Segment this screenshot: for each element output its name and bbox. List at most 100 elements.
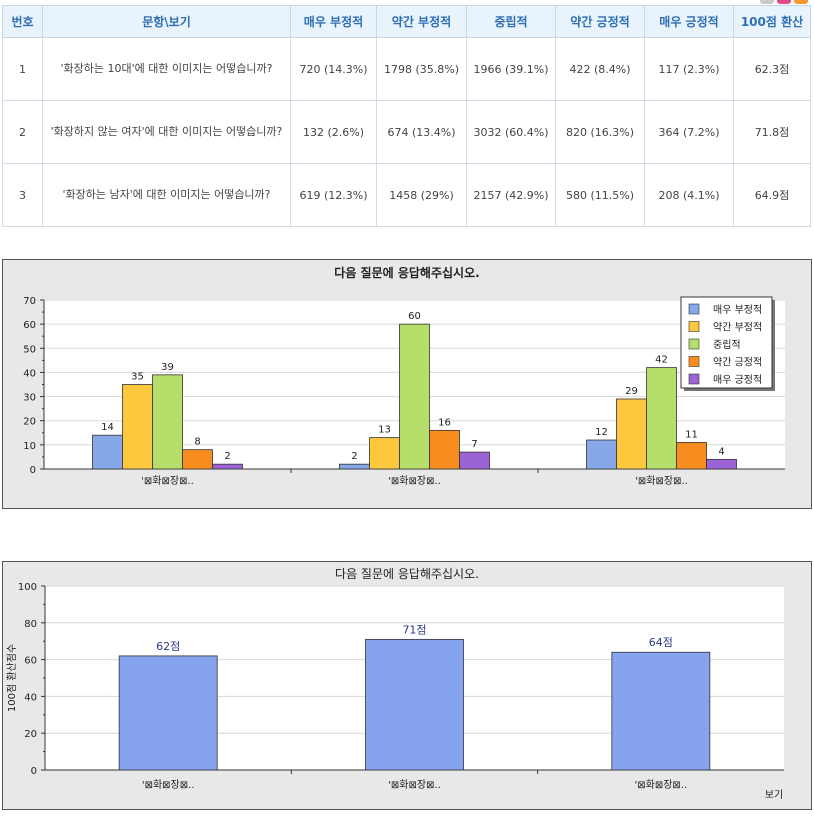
data-label: 13 [378,425,391,436]
bar [365,638,464,771]
cell-slightly-negative: 1458 (29%) [376,163,467,227]
header-slightly-negative: 약간 부정적 [376,5,467,38]
distribution-chart-panel: 다음 질문에 응답해주십시오. 0 10 20 30 40 50 60 70 '⊠화⊠장⊠.. 14… [2,259,812,509]
data-label: 39 [161,362,174,373]
legend-swatch [688,356,700,367]
bar [152,374,183,470]
cell-neutral: 1966 (39.1%) [466,37,556,101]
header-question: 문항\보기 [42,5,291,38]
y-tick-label: 70 [23,296,36,307]
y-tick-label: 100 [18,582,37,593]
header-score: 100점 환산 [733,5,811,38]
x-tick-label: '⊠화⊠장⊠.. [141,475,194,487]
cell-score: 64.9점 [733,163,811,227]
data-label: 35 [131,372,144,383]
x-tick-label: '⊠화⊠장⊠.. [388,475,441,487]
cell-very-positive: 208 (4.1%) [644,163,734,227]
data-label: 7 [471,439,477,450]
bar [676,442,707,470]
bar [459,451,490,470]
top-toolbar-icons[interactable] [760,0,808,4]
bar [122,384,153,470]
cell-score: 62.3점 [733,37,811,101]
data-label: 42 [655,355,668,366]
cell-very-negative: 720 (14.3%) [290,37,377,101]
data-label: 14 [101,422,114,433]
y-tick-label: 20 [23,417,36,428]
toolbar-icon[interactable] [794,0,808,4]
legend-swatch [688,373,700,385]
y-tick-label: 30 [23,393,36,404]
y-axis-label: 100점 환산점수 [6,644,18,712]
survey-results-table: 번호 문항\보기 매우 부정적 약간 부정적 중립적 약간 긍정적 매우 긍정적… [2,5,811,227]
bar [92,434,123,470]
legend-label: 약간 긍정적 [713,357,762,369]
chart-title: 다음 질문에 응답해주십시오. [335,567,479,581]
table-header-row: 번호 문항\보기 매우 부정적 약간 부정적 중립적 약간 긍정적 매우 긍정적… [2,5,811,38]
header-number: 번호 [2,5,43,38]
data-label: 2 [351,451,357,462]
row-question: '화장하는 10대'에 대한 이미지는 어떻습니까? [42,37,291,101]
cell-neutral: 2157 (42.9%) [466,163,556,227]
bar [646,367,677,470]
row-number: 2 [2,100,43,164]
header-very-positive: 매우 긍정적 [644,5,734,38]
row-question: '화장하지 않는 여자'에 대한 이미지는 어떻습니까? [42,100,291,164]
legend-label: 중립적 [713,338,741,351]
y-tick-label: 0 [31,766,37,777]
cell-very-positive: 117 (2.3%) [644,37,734,101]
legend-swatch [688,303,700,315]
cell-slightly-positive: 422 (8.4%) [555,37,645,101]
row-question: '화장하는 남자'에 대한 이미지는 어떻습니까? [42,163,291,227]
data-label: 4 [718,446,724,457]
cell-slightly-positive: 820 (16.3%) [555,100,645,164]
x-axis-label: 보기 [765,789,783,801]
data-label: 8 [194,437,200,448]
data-label: 2 [224,451,230,462]
bar [118,655,218,771]
y-tick-label: 20 [24,729,37,740]
cell-slightly-positive: 580 (11.5%) [555,163,645,227]
table-row: 1 '화장하는 10대'에 대한 이미지는 어떻습니까? 720 (14.3%)… [2,37,811,101]
cell-very-positive: 364 (7.2%) [644,100,734,164]
bar [611,651,711,771]
data-label: 71점 [402,623,426,636]
bar [586,439,617,470]
legend-label: 약간 부정적 [713,322,762,334]
y-tick-label: 60 [24,656,37,667]
data-label: 16 [438,417,451,428]
x-tick-label: '⊠화⊠장⊠.. [635,779,688,791]
distribution-bar-chart: 다음 질문에 응답해주십시오. 0 10 20 30 40 50 60 70 '⊠화⊠장⊠.. 14… [23,265,785,487]
data-label: 60 [408,311,421,322]
data-label: 11 [685,429,698,440]
y-tick-label: 40 [24,692,37,703]
y-tick-label: 50 [23,344,36,355]
header-very-negative: 매우 부정적 [290,5,377,38]
y-tick-label: 80 [24,619,37,630]
header-slightly-positive: 약간 긍정적 [555,5,645,38]
x-tick-label: '⊠화⊠장⊠.. [388,779,441,791]
toolbar-icon[interactable] [760,0,774,4]
row-number: 1 [2,37,43,101]
legend-swatch [688,338,700,350]
cell-slightly-negative: 1798 (35.8%) [376,37,467,101]
data-label: 64점 [649,636,673,649]
data-label: 62점 [156,640,180,653]
cell-very-negative: 132 (2.6%) [290,100,377,164]
bar [706,458,737,470]
y-tick-label: 0 [30,465,36,476]
bar [369,437,400,470]
legend-label: 매우 긍정적 [713,374,762,386]
y-tick-label: 10 [23,441,36,452]
data-label: 12 [595,427,608,438]
x-tick-label: '⊠화⊠장⊠.. [635,475,688,487]
data-label: 29 [625,386,638,397]
cell-slightly-negative: 674 (13.4%) [376,100,467,164]
toolbar-icon[interactable] [777,0,791,4]
cell-neutral: 3032 (60.4%) [466,100,556,164]
bar [182,449,213,470]
table-row: 3 '화장하는 남자'에 대한 이미지는 어떻습니까? 619 (12.3%) … [2,163,811,227]
bar [616,398,647,470]
cell-score: 71.8점 [733,100,811,164]
